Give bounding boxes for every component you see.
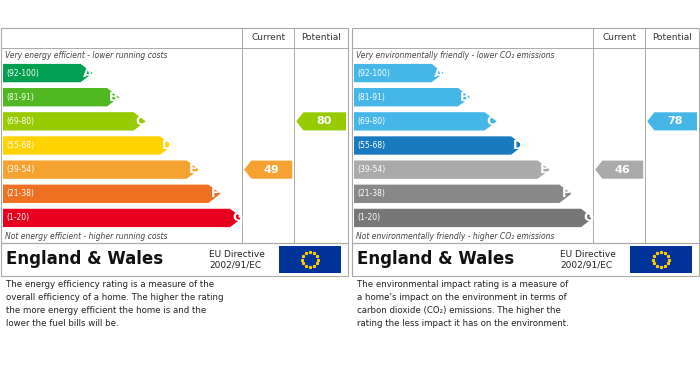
- Text: F: F: [211, 187, 219, 200]
- Text: Potential: Potential: [301, 34, 341, 43]
- Text: E: E: [189, 163, 197, 176]
- Polygon shape: [354, 160, 550, 179]
- Text: F: F: [561, 187, 570, 200]
- Text: B: B: [460, 91, 470, 104]
- Text: England & Wales: England & Wales: [357, 251, 514, 269]
- Polygon shape: [3, 88, 119, 106]
- Text: (55-68): (55-68): [357, 141, 385, 150]
- Polygon shape: [3, 112, 146, 131]
- Text: Energy Efficiency Rating: Energy Efficiency Rating: [6, 8, 169, 21]
- Polygon shape: [3, 185, 220, 203]
- Text: (21-38): (21-38): [6, 189, 34, 198]
- Polygon shape: [354, 88, 470, 106]
- Polygon shape: [3, 136, 172, 155]
- Text: (55-68): (55-68): [6, 141, 34, 150]
- Polygon shape: [648, 112, 697, 131]
- Text: D: D: [513, 139, 524, 152]
- Polygon shape: [354, 209, 593, 227]
- Text: C: C: [136, 115, 145, 128]
- Text: EU Directive
2002/91/EC: EU Directive 2002/91/EC: [560, 250, 616, 269]
- Text: A: A: [83, 66, 92, 80]
- Text: The environmental impact rating is a measure of
a home's impact on the environme: The environmental impact rating is a mea…: [357, 280, 568, 328]
- Text: 46: 46: [615, 165, 630, 175]
- Text: Current: Current: [251, 34, 286, 43]
- Text: Very environmentally friendly - lower CO₂ emissions: Very environmentally friendly - lower CO…: [356, 51, 554, 60]
- Text: Very energy efficient - lower running costs: Very energy efficient - lower running co…: [5, 51, 167, 60]
- Text: G: G: [583, 212, 594, 224]
- Text: (39-54): (39-54): [6, 165, 34, 174]
- Polygon shape: [244, 161, 292, 179]
- Polygon shape: [296, 112, 346, 131]
- Text: 78: 78: [667, 117, 683, 126]
- Text: E: E: [540, 163, 548, 176]
- Text: B: B: [109, 91, 118, 104]
- Polygon shape: [354, 112, 496, 131]
- Polygon shape: [354, 64, 444, 82]
- Text: Environmental Impact (CO₂) Rating: Environmental Impact (CO₂) Rating: [357, 8, 589, 21]
- Text: Not energy efficient - higher running costs: Not energy efficient - higher running co…: [5, 232, 167, 241]
- Text: D: D: [162, 139, 172, 152]
- Polygon shape: [3, 160, 199, 179]
- Text: The energy efficiency rating is a measure of the
overall efficiency of a home. T: The energy efficiency rating is a measur…: [6, 280, 223, 328]
- Text: Potential: Potential: [652, 34, 692, 43]
- Text: (92-100): (92-100): [357, 68, 390, 77]
- Text: (1-20): (1-20): [6, 213, 29, 222]
- Text: C: C: [486, 115, 496, 128]
- Polygon shape: [595, 161, 643, 179]
- Text: (81-91): (81-91): [357, 93, 385, 102]
- Bar: [279, 246, 341, 273]
- Text: 49: 49: [263, 165, 279, 175]
- Text: (39-54): (39-54): [357, 165, 385, 174]
- Polygon shape: [354, 136, 523, 155]
- Bar: [629, 246, 692, 273]
- Text: G: G: [232, 212, 242, 224]
- Text: (92-100): (92-100): [6, 68, 39, 77]
- Text: England & Wales: England & Wales: [6, 251, 163, 269]
- Polygon shape: [354, 185, 571, 203]
- Text: Current: Current: [602, 34, 636, 43]
- Text: 80: 80: [316, 117, 332, 126]
- Polygon shape: [3, 209, 242, 227]
- Text: EU Directive
2002/91/EC: EU Directive 2002/91/EC: [209, 250, 265, 269]
- Text: A: A: [433, 66, 443, 80]
- Text: Not environmentally friendly - higher CO₂ emissions: Not environmentally friendly - higher CO…: [356, 232, 554, 241]
- Text: (81-91): (81-91): [6, 93, 34, 102]
- Text: (1-20): (1-20): [357, 213, 380, 222]
- Text: (69-80): (69-80): [6, 117, 34, 126]
- Polygon shape: [3, 64, 92, 82]
- Text: (69-80): (69-80): [357, 117, 385, 126]
- Text: (21-38): (21-38): [357, 189, 385, 198]
